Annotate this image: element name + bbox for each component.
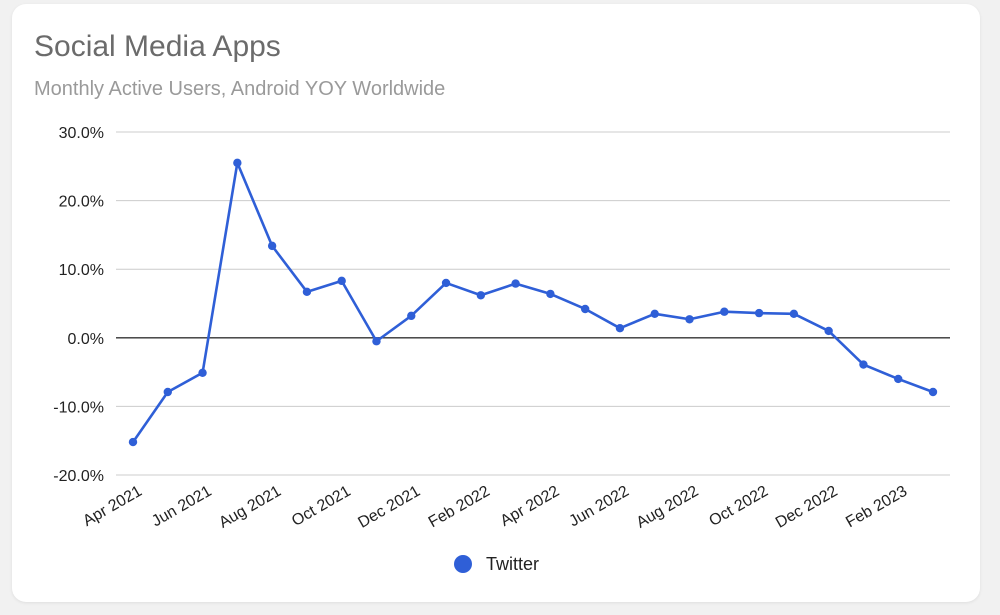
data-point[interactable] bbox=[720, 307, 729, 316]
x-tick-label: Apr 2022 bbox=[498, 483, 563, 530]
x-tick-label: Aug 2022 bbox=[634, 483, 702, 532]
x-tick-label: Aug 2021 bbox=[216, 483, 284, 532]
y-tick-label: 30.0% bbox=[59, 125, 104, 142]
y-tick-label: 10.0% bbox=[59, 262, 104, 279]
data-point[interactable] bbox=[337, 276, 346, 286]
data-point[interactable] bbox=[824, 326, 833, 336]
data-point[interactable] bbox=[685, 315, 694, 324]
x-axis-ticks: Apr 2021 Jun 2021 Aug 2021 Oct 2021 Dec 2021… bbox=[80, 483, 910, 532]
chart-title: Social Media Apps bbox=[34, 30, 281, 63]
gridlines bbox=[116, 131, 950, 476]
legend: Twitter bbox=[454, 554, 539, 574]
data-point[interactable] bbox=[859, 360, 868, 369]
legend-label-twitter[interactable]: Twitter bbox=[486, 554, 539, 574]
x-tick-label: Jun 2021 bbox=[149, 483, 215, 531]
x-tick-label: Dec 2021 bbox=[355, 483, 423, 532]
x-tick-label: Oct 2022 bbox=[706, 483, 771, 530]
data-point[interactable] bbox=[650, 309, 659, 318]
data-point[interactable] bbox=[372, 337, 381, 346]
data-point[interactable] bbox=[163, 387, 172, 397]
x-tick-label: Feb 2022 bbox=[426, 483, 493, 532]
data-point[interactable] bbox=[580, 304, 590, 314]
legend-marker-twitter[interactable] bbox=[454, 555, 472, 573]
data-point[interactable] bbox=[511, 279, 520, 288]
y-axis-ticks: 30.0% 20.0% 10.0% 0.0% -10.0% -20.0% bbox=[53, 125, 104, 485]
data-point[interactable] bbox=[267, 241, 277, 251]
x-tick-label: Oct 2021 bbox=[289, 483, 354, 530]
series-line-twitter[interactable] bbox=[131, 161, 934, 443]
chart-subtitle: Monthly Active Users, Android YOY Worldw… bbox=[34, 78, 446, 100]
data-point[interactable] bbox=[407, 311, 416, 321]
data-point[interactable] bbox=[894, 374, 903, 384]
data-point[interactable] bbox=[476, 291, 486, 300]
x-tick-label: Feb 2023 bbox=[843, 483, 910, 532]
data-point[interactable] bbox=[789, 309, 799, 318]
y-tick-label: 20.0% bbox=[59, 194, 104, 211]
data-point[interactable] bbox=[198, 368, 207, 377]
data-point[interactable] bbox=[546, 289, 555, 299]
chart-card bbox=[12, 4, 980, 602]
data-point[interactable] bbox=[302, 287, 312, 297]
data-point[interactable] bbox=[754, 308, 764, 318]
x-tick-label: Dec 2022 bbox=[773, 483, 841, 532]
x-tick-label: Jun 2022 bbox=[566, 483, 632, 531]
data-point[interactable] bbox=[233, 158, 242, 168]
x-tick-label: Apr 2021 bbox=[80, 483, 145, 530]
data-point[interactable] bbox=[128, 437, 138, 447]
data-point[interactable] bbox=[441, 278, 451, 288]
data-point[interactable] bbox=[615, 323, 625, 333]
series-twitter bbox=[128, 158, 938, 447]
data-point[interactable] bbox=[928, 387, 938, 397]
y-tick-label: 0.0% bbox=[68, 331, 104, 348]
y-tick-label: -20.0% bbox=[53, 468, 104, 485]
y-tick-label: -10.0% bbox=[53, 399, 104, 416]
